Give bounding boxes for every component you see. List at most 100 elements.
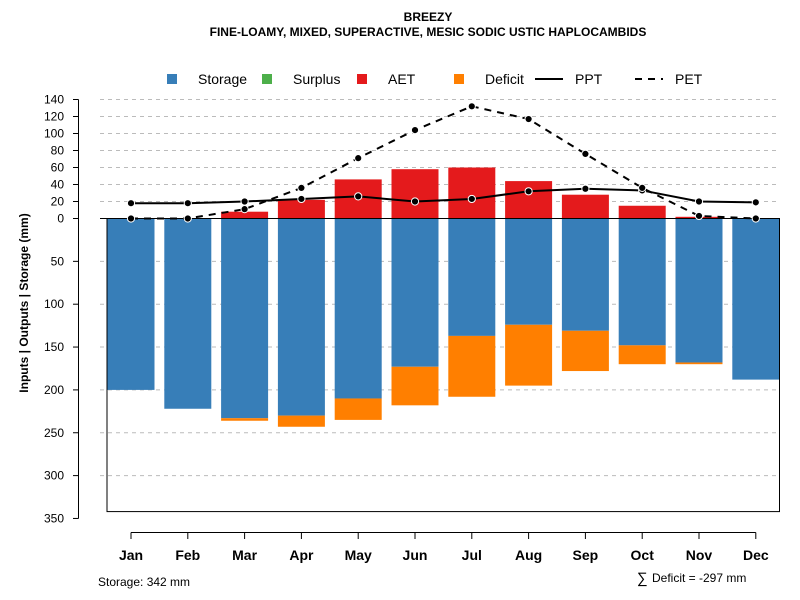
pet-point	[467, 102, 476, 111]
lines	[126, 102, 760, 223]
y-tick-label: 150	[44, 340, 64, 354]
pet-point	[126, 214, 136, 223]
bar-storage-sep	[561, 218, 609, 331]
ppt-point	[751, 198, 760, 207]
bar-aet-oct	[618, 205, 666, 219]
pet-line	[131, 105, 756, 220]
pet-point	[183, 214, 192, 223]
y-tick-label: 300	[44, 469, 64, 483]
bar-storage-mar	[221, 218, 269, 419]
y-tick-label: 200	[44, 383, 64, 397]
bar-aet-aug	[505, 181, 553, 219]
y-tick-label: 120	[44, 110, 64, 124]
ppt-point	[467, 194, 476, 204]
ppt-point	[297, 194, 306, 204]
ppt-point	[410, 197, 420, 206]
x-tick-label: Sep	[573, 547, 599, 563]
x-tick-label: Nov	[686, 547, 713, 563]
bar-storage-feb	[164, 218, 212, 409]
bar-deficit-jul	[448, 335, 496, 397]
bar-aet-jul	[448, 167, 496, 219]
ppt-point	[581, 184, 590, 193]
ppt-point	[240, 197, 249, 206]
pet-point	[694, 211, 704, 221]
bar-storage-jul	[448, 218, 496, 336]
bar-storage-nov	[675, 218, 723, 363]
y-tick-label: 60	[51, 161, 65, 175]
bar-storage-dec	[732, 218, 780, 380]
x-tick-label: Jul	[462, 547, 482, 563]
pet-point	[240, 205, 249, 214]
x-tick-label: Oct	[631, 547, 655, 563]
pet-point	[638, 183, 647, 192]
pet-point	[354, 154, 363, 163]
legend-surplus-swatch	[262, 74, 272, 84]
bar-aet-apr	[277, 199, 325, 219]
bar-aet-mar	[221, 211, 269, 219]
bar-deficit-aug	[505, 324, 553, 386]
y-tick-label: 20	[51, 195, 65, 209]
ppt-point	[694, 197, 704, 206]
y-tick-label: 140	[44, 93, 64, 107]
legend-ppt-label: PPT	[575, 71, 603, 87]
legend-surplus-label: Surplus	[293, 71, 340, 87]
bar-storage-jun	[391, 218, 439, 367]
footer-deficit: Deficit = -297 mm	[652, 571, 746, 585]
legend-pet-label: PET	[675, 71, 703, 87]
x-tick-label: Mar	[232, 547, 257, 563]
x-tick-label: Feb	[175, 547, 200, 563]
pet-point	[297, 183, 306, 192]
legend-storage-swatch	[167, 74, 177, 84]
legend-aet-swatch	[357, 74, 367, 84]
legend-storage-label: Storage	[198, 71, 247, 87]
y-axis-label: Inputs | Outputs | Storage (mm)	[17, 213, 31, 392]
chart-subtitle: FINE-LOAMY, MIXED, SUPERACTIVE, MESIC SO…	[210, 25, 647, 39]
bar-storage-may	[334, 218, 382, 399]
x-axis: Jan Feb Mar Apr May Jun Jul Aug Sep Oct Nov Dec	[119, 532, 769, 563]
x-tick-label: May	[345, 547, 372, 563]
y-tick-label: 100	[44, 297, 64, 311]
x-tick-label: Dec	[743, 547, 769, 563]
y-tick-label: 40	[51, 178, 65, 192]
y-tick-label: 350	[44, 511, 64, 525]
pet-point	[410, 126, 420, 135]
y-tick-label: 80	[51, 144, 65, 158]
ppt-point	[524, 187, 533, 196]
x-tick-label: Jun	[403, 547, 428, 563]
storage-capacity-box	[106, 218, 780, 513]
pet-point	[524, 114, 533, 124]
gridlines	[100, 99, 780, 477]
ppt-point	[183, 199, 192, 208]
bar-deficit-jun	[391, 366, 439, 406]
y-axis: 0 20 40 60 80 100 120 140 50 100 150 200 250 300 350	[44, 93, 79, 525]
bar-storage-aug	[505, 218, 553, 325]
y-tick-label: 250	[44, 426, 64, 440]
bar-deficit-apr	[277, 415, 325, 427]
x-tick-label: Jan	[119, 547, 143, 563]
bar-storage-jan	[107, 218, 155, 390]
bar-storage-oct	[618, 218, 666, 346]
footer-storage: Storage: 342 mm	[98, 575, 190, 589]
pet-point	[581, 149, 590, 158]
sum-symbol: ∑	[637, 570, 648, 587]
bar-deficit-mar	[221, 418, 269, 421]
bar-deficit-sep	[561, 330, 609, 372]
y-tick-label: 50	[51, 254, 65, 268]
bar-aet-sep	[561, 194, 609, 219]
legend-aet-label: AET	[388, 71, 416, 87]
y-tick-label: 100	[44, 127, 64, 141]
legend-deficit-label: Deficit	[485, 71, 524, 87]
ppt-point	[126, 199, 136, 208]
legend-deficit-swatch	[454, 74, 464, 84]
ppt-point	[354, 192, 363, 201]
x-tick-label: Aug	[515, 547, 542, 563]
bar-deficit-may	[334, 398, 382, 420]
bars	[107, 167, 780, 427]
chart-title: BREEZY	[404, 10, 453, 24]
bar-storage-apr	[277, 218, 325, 416]
bar-deficit-oct	[618, 345, 666, 365]
pet-point	[751, 214, 760, 223]
bar-aet-jun	[391, 169, 439, 219]
legend: Storage Surplus AET Deficit PPT PET	[167, 71, 703, 87]
